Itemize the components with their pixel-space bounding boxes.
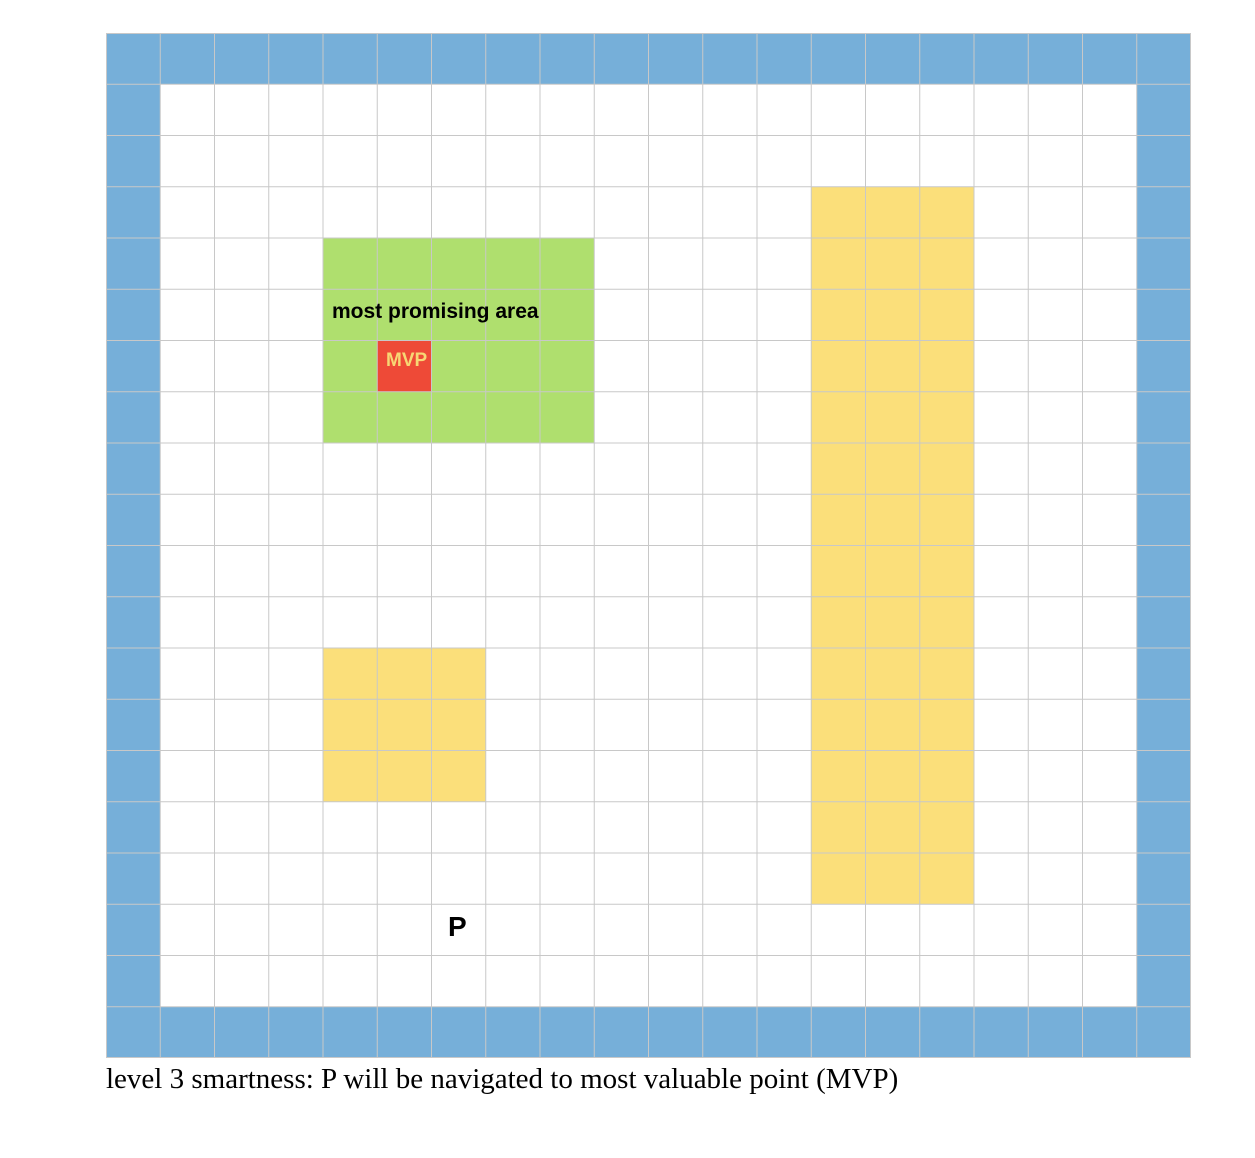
player-label: P <box>448 911 467 942</box>
caption: level 3 smartness: P will be navigated t… <box>106 1063 899 1095</box>
grid-svg <box>106 33 1191 1058</box>
grid-map: most promising area MVP P <box>106 33 1191 1058</box>
promising-area-label: most promising area <box>332 300 539 323</box>
mvp-label: MVP <box>386 350 428 371</box>
value-zone-small <box>323 648 486 802</box>
grid-lines <box>106 33 1191 1058</box>
mvp-cell <box>377 340 432 392</box>
